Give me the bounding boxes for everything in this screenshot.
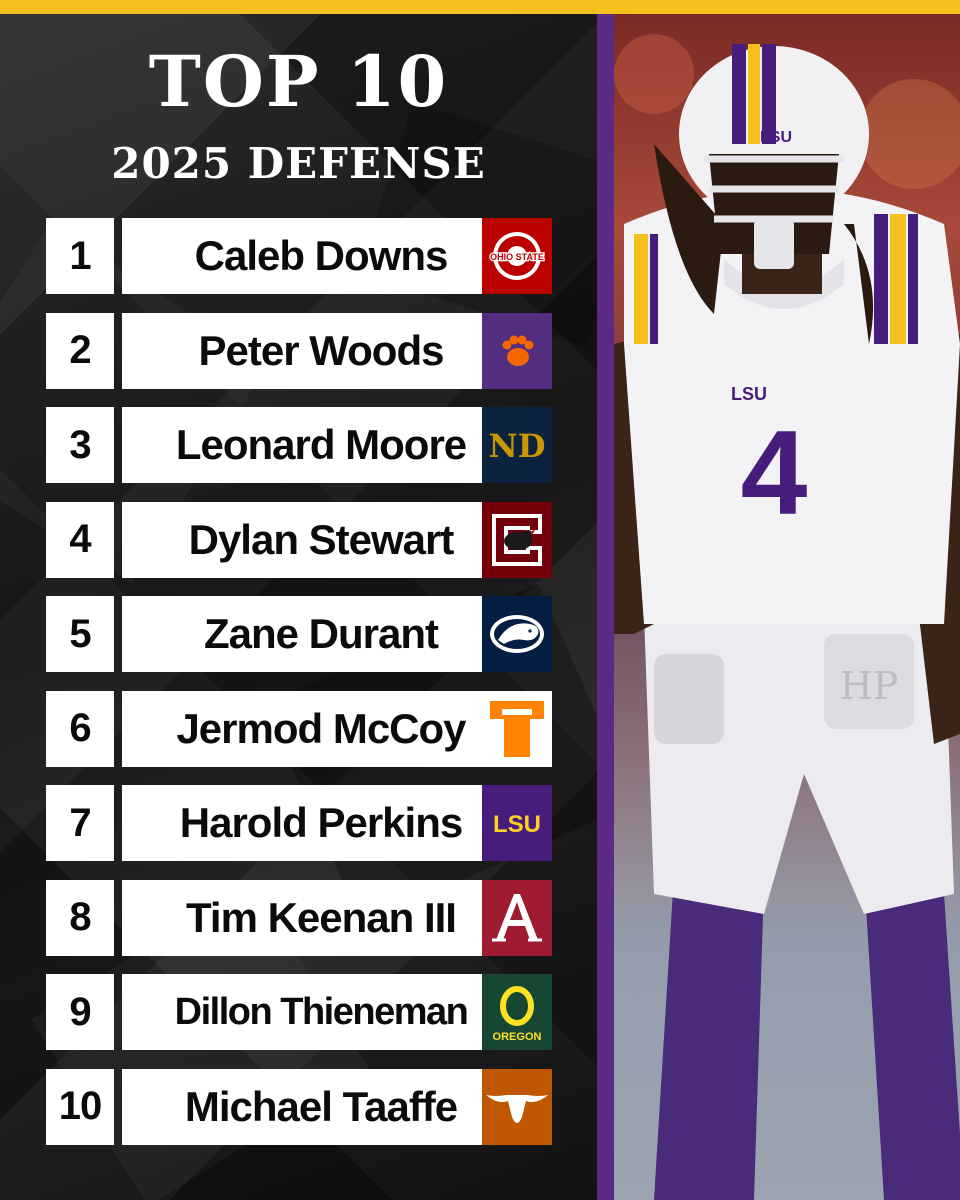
ranking-row: 6 Jermod McCoy <box>46 690 552 767</box>
player-name: Dylan Stewart <box>122 501 520 578</box>
logo-text: LSU <box>493 811 541 838</box>
player-name: Peter Woods <box>122 312 520 389</box>
rank-number: 3 <box>46 407 114 483</box>
rank-number: 5 <box>46 596 114 672</box>
oregon-logo: OREGON <box>482 974 552 1050</box>
top-accent-stripe <box>0 0 960 14</box>
rank-number: 6 <box>46 690 114 767</box>
rank-number: 2 <box>46 312 114 389</box>
purple-divider <box>597 14 614 1200</box>
player-name: Jermod McCoy <box>122 690 520 767</box>
alabama-logo <box>482 879 552 956</box>
rank-number: 4 <box>46 501 114 578</box>
rank-number: 10 <box>46 1068 114 1145</box>
tennessee-logo <box>482 690 552 767</box>
clemson-paw-logo <box>482 312 552 389</box>
logo-text: ND <box>489 427 546 465</box>
ohio-state-logo: OHIO STATE <box>482 218 552 294</box>
ranking-row: 5 Zane Durant <box>46 596 552 672</box>
jersey-number: 4 <box>741 406 808 540</box>
logo-text: OHIO STATE <box>490 252 544 262</box>
rank-number: 7 <box>46 785 114 861</box>
notre-dame-logo: ND <box>482 407 552 483</box>
player-illustration: HP LSU 4 LSU <box>614 34 960 1200</box>
player-name: Tim Keenan III <box>122 879 520 956</box>
lsu-logo: LSU <box>482 785 552 861</box>
ranking-row: 9 Dillon Thieneman OREGON <box>46 974 552 1050</box>
player-name: Caleb Downs <box>122 218 520 294</box>
ranking-row: 8 Tim Keenan III <box>46 879 552 956</box>
page-title: TOP 10 <box>148 40 449 123</box>
ranking-row: 4 Dylan Stewart <box>46 501 552 578</box>
south-carolina-logo <box>482 501 552 578</box>
player-name: Harold Perkins <box>122 785 520 861</box>
player-photo: HP LSU 4 LSU <box>614 14 960 1200</box>
helmet-text: LSU <box>760 129 792 146</box>
rank-number: 1 <box>46 218 114 294</box>
ranking-row: 10 Michael Taaffe <box>46 1068 552 1145</box>
rank-number: 8 <box>46 879 114 956</box>
ranking-row: 2 Peter Woods <box>46 312 552 389</box>
player-name: Zane Durant <box>122 596 520 672</box>
ranking-row: 3 Leonard Moore ND <box>46 407 552 483</box>
rank-number: 9 <box>46 974 114 1050</box>
chest-text: LSU <box>731 384 767 404</box>
pad-text: HP <box>840 664 899 708</box>
ranking-row: 1 Caleb Downs OHIO STATE <box>46 218 552 294</box>
logo-text: OREGON <box>493 1031 542 1043</box>
penn-state-logo <box>482 596 552 672</box>
page-subtitle: 2025 DEFENSE <box>111 139 486 188</box>
player-name: Michael Taaffe <box>122 1068 520 1145</box>
ranking-row: 7 Harold Perkins LSU <box>46 785 552 861</box>
player-name: Leonard Moore <box>122 407 520 483</box>
texas-longhorn-logo <box>482 1068 552 1145</box>
player-name: Dillon Thieneman <box>122 974 520 1050</box>
